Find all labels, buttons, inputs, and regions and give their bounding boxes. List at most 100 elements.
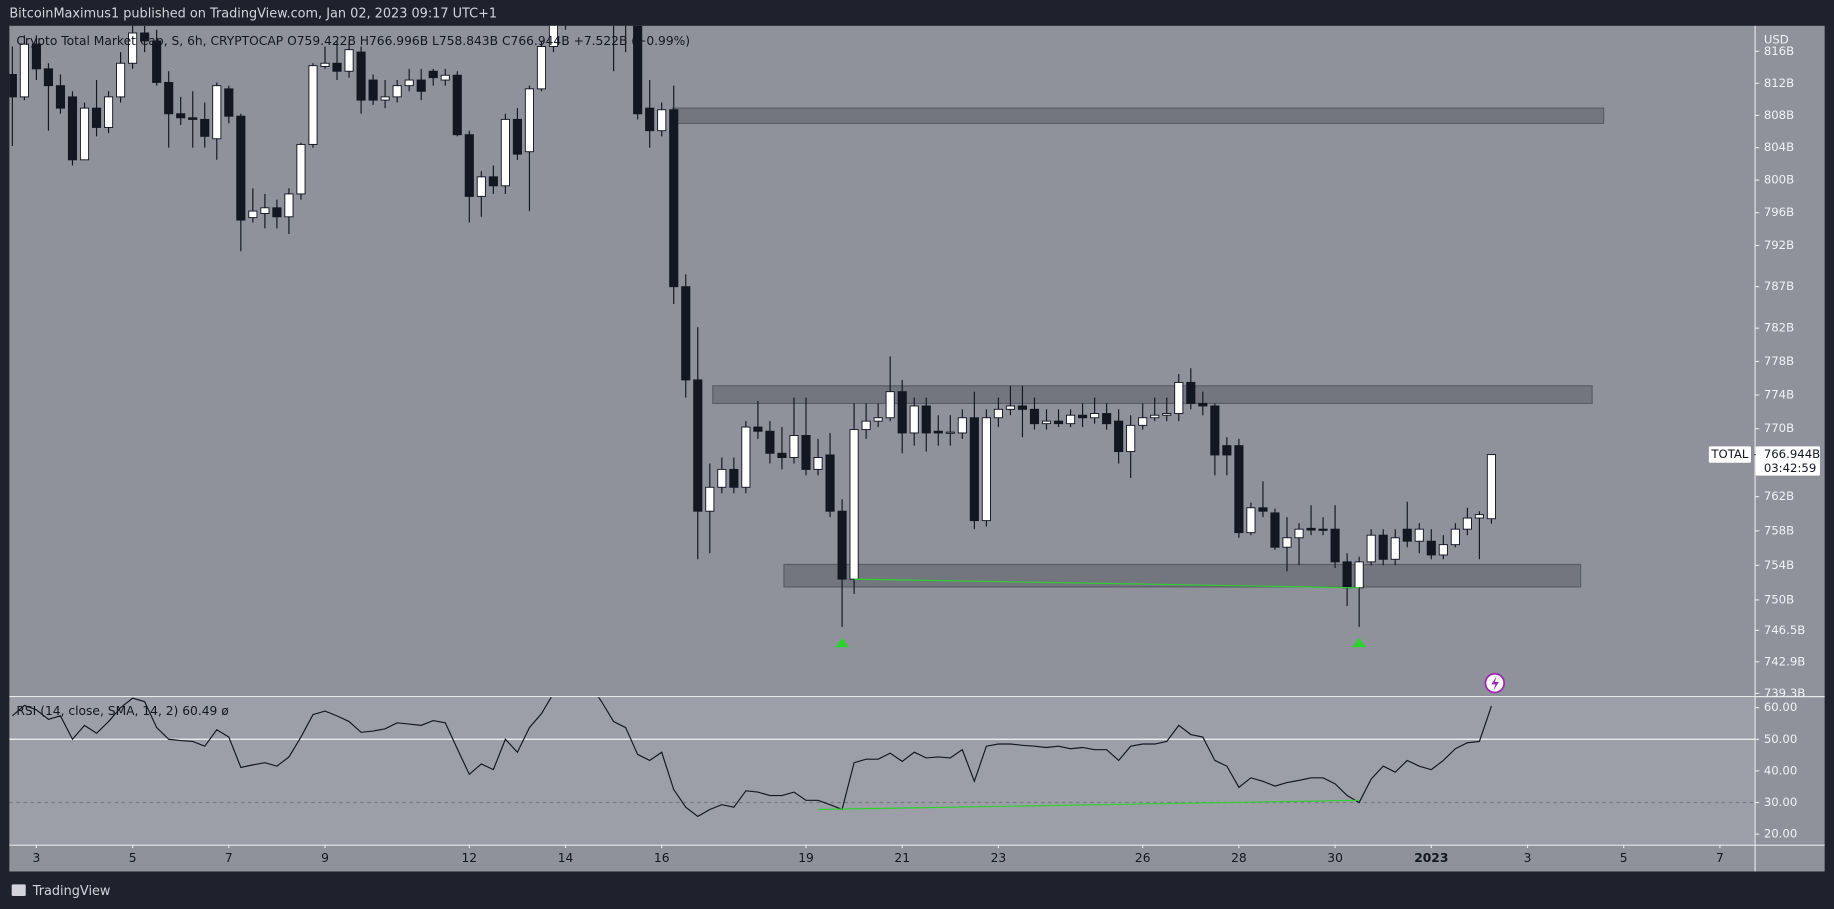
candle-body — [380, 96, 390, 101]
rsi-plot — [9, 697, 1755, 818]
y-tick-label: 782B — [1764, 321, 1794, 335]
candle-body — [212, 85, 222, 140]
x-tick-label: 7 — [225, 851, 233, 865]
y-tick-label: 800B — [1764, 173, 1794, 187]
y-tick-label: 758B — [1764, 523, 1794, 537]
y-tick-label: 796B — [1764, 205, 1794, 219]
candle-body — [1306, 527, 1316, 531]
y-tick-label: 746.5B — [1764, 623, 1805, 637]
countdown: 03:42:59 — [1764, 461, 1817, 475]
candle-body — [1270, 512, 1280, 548]
candle-body — [945, 431, 955, 434]
trendline — [854, 578, 1360, 589]
candle-body — [248, 210, 258, 219]
candle-body — [9, 73, 17, 98]
candle-body — [140, 32, 150, 42]
rsi-tick-label: 50.00 — [1764, 732, 1797, 746]
legend-value: 759.422B — [297, 34, 356, 48]
candle-body — [1342, 561, 1352, 589]
x-tick-label: 3 — [33, 851, 41, 865]
symbol-title: Crypto Total Market Cap, S, 6h, CRYPTOCA… — [16, 34, 283, 48]
symbol-box — [1708, 446, 1751, 463]
candle-body — [1053, 420, 1064, 425]
candle-body — [308, 65, 318, 145]
candle-body — [536, 46, 547, 90]
candle-body — [67, 96, 78, 161]
rsi-tick-label: 20.00 — [1764, 827, 1797, 841]
candle-body — [188, 117, 198, 120]
candle-body — [873, 417, 883, 422]
y-tick-label: 816B — [1764, 44, 1794, 58]
candle-body — [224, 88, 234, 117]
candle-body — [1198, 402, 1208, 407]
last-price-label: 766.944B — [1764, 447, 1820, 461]
candle-body — [993, 408, 1003, 419]
candle-body — [933, 430, 943, 434]
alert-bolt — [1491, 676, 1499, 691]
legend: Crypto Total Market Cap, S, 6h, CRYPTOCA… — [16, 34, 690, 48]
legend-value: 766.996B — [369, 34, 428, 48]
candle-body — [128, 32, 138, 64]
rsi-value: 60.49 — [182, 704, 217, 718]
candle-body — [1174, 381, 1184, 415]
zone — [783, 563, 1582, 588]
candle-body — [1114, 420, 1124, 453]
candle-body — [897, 391, 907, 434]
price-pane — [9, 25, 1755, 697]
y-tick-label: 792B — [1764, 238, 1794, 252]
candle-body — [921, 405, 931, 434]
legend-change-pct: (+0.99%) — [631, 34, 690, 48]
rsi-pane — [9, 697, 1755, 845]
candle-body — [729, 468, 739, 488]
y-tick-label: 762B — [1764, 489, 1794, 503]
candle-body — [957, 417, 967, 434]
candle-body — [633, 25, 643, 115]
x-tick-label: 16 — [654, 851, 670, 865]
candle-body — [500, 118, 510, 187]
y-tick-label: 739.3B — [1764, 686, 1805, 700]
time-axis — [9, 844, 1755, 872]
candle-body — [452, 74, 462, 136]
candle-body — [200, 118, 210, 137]
candle-body — [1294, 528, 1304, 539]
candle-body — [1426, 540, 1436, 556]
candle-body — [849, 429, 859, 580]
candle-body — [404, 79, 414, 87]
signal-marker — [835, 637, 850, 648]
candle-body — [861, 420, 871, 431]
candle-body — [717, 468, 727, 488]
candle-body — [43, 68, 53, 87]
candle-body — [1065, 414, 1076, 425]
x-tick-label: 7 — [1716, 851, 1724, 865]
candle-body — [1258, 507, 1268, 512]
brand-name: TradingView — [32, 884, 111, 899]
candle-body — [1474, 514, 1484, 519]
candle-body — [79, 107, 90, 161]
zone — [672, 107, 1605, 125]
candle-body — [1438, 544, 1448, 556]
rsi-extra: ø — [221, 704, 229, 718]
candle-body — [332, 62, 342, 72]
rsi-title: RSI (14, close, SMA, 14, 2) — [16, 704, 178, 718]
candle-body — [1354, 561, 1364, 589]
candle-body — [236, 115, 246, 221]
candle-body — [885, 391, 895, 419]
candle-body — [356, 51, 366, 101]
publish-note: BitcoinMaximus1 published on TradingView… — [9, 7, 497, 22]
symbol-label: TOTAL — [1710, 447, 1749, 461]
candle-body — [488, 176, 498, 187]
candle-body — [777, 452, 787, 458]
candle-body — [1210, 405, 1220, 456]
candle-body — [1102, 413, 1112, 425]
candle-body — [176, 113, 186, 119]
signal-marker — [1352, 637, 1367, 648]
last-price-box — [1755, 446, 1820, 476]
x-tick-label: 2023 — [1414, 851, 1448, 865]
candle-body — [1017, 405, 1028, 410]
candle-body — [55, 85, 66, 109]
candle-body — [104, 96, 114, 128]
brand: TradingView — [11, 884, 111, 899]
candle-body — [368, 79, 378, 101]
